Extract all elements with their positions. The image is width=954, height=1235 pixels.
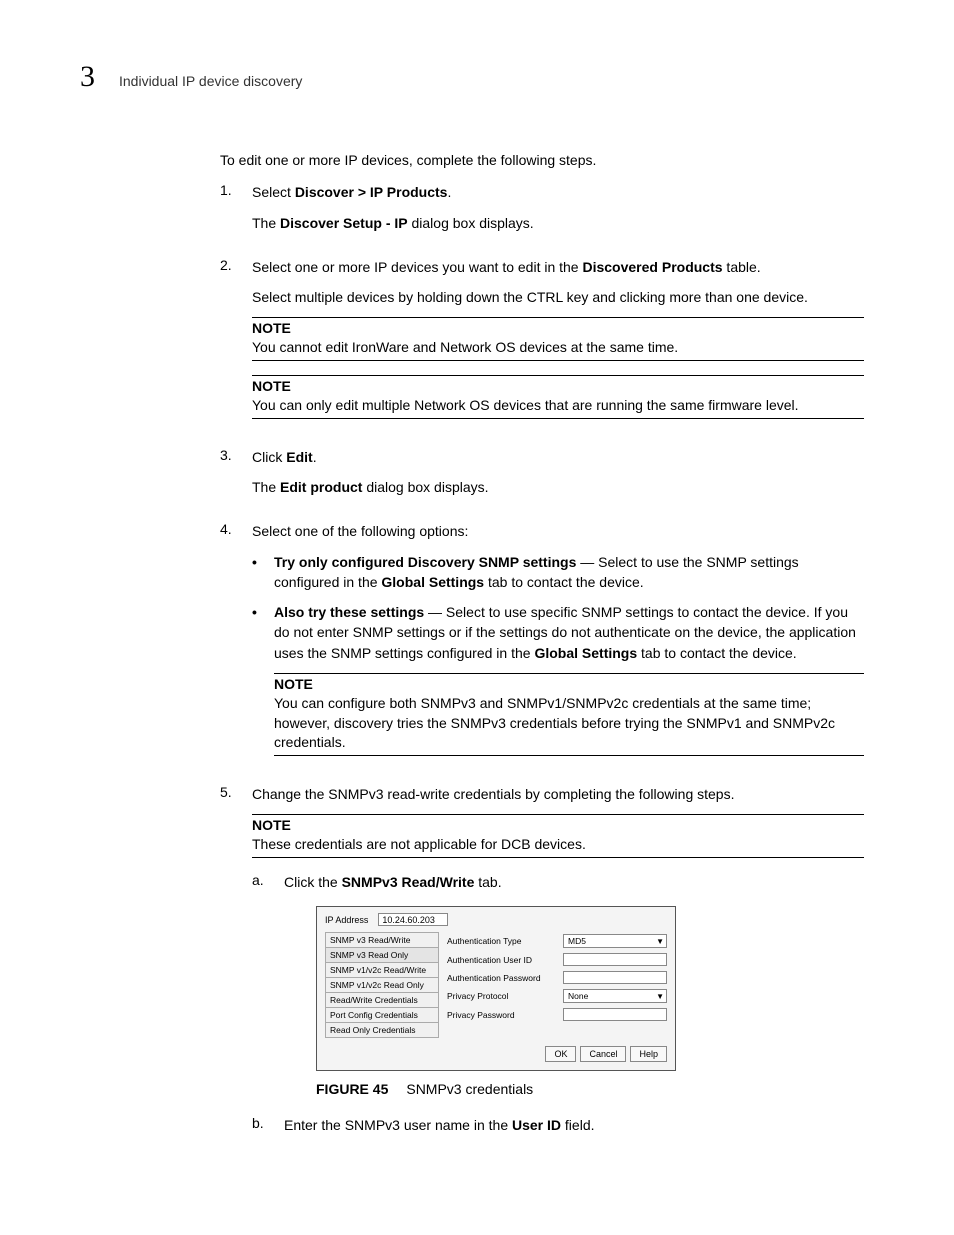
bullet-list: •Try only configured Discovery SNMP sett… bbox=[252, 552, 864, 663]
step-number: 4. bbox=[220, 521, 240, 770]
step-item: 5. Change the SNMPv3 read-write credentia… bbox=[220, 784, 864, 1157]
form-select[interactable]: MD5▼ bbox=[563, 934, 667, 948]
figure-caption: FIGURE 45SNMPv3 credentials bbox=[316, 1081, 676, 1097]
tabs-list: SNMP v3 Read/WriteSNMP v3 Read OnlySNMP … bbox=[325, 932, 439, 1038]
note-label: NOTE bbox=[274, 676, 864, 692]
step-text: Select one or more IP devices you want t… bbox=[252, 257, 864, 277]
note-block: NOTE You can only edit multiple Network O… bbox=[252, 375, 864, 419]
bullet-icon: • bbox=[252, 602, 264, 663]
note-label: NOTE bbox=[252, 320, 864, 336]
note-block: NOTE These credentials are not applicable… bbox=[252, 814, 864, 858]
step-number: 2. bbox=[220, 257, 240, 433]
page: 3 Individual IP device discovery To edit… bbox=[0, 0, 954, 1231]
step-body: Select Discover > IP Products. The Discov… bbox=[252, 182, 864, 243]
note-text: You can configure both SNMPv3 and SNMPv1… bbox=[274, 694, 864, 753]
note-text: These credentials are not applicable for… bbox=[252, 835, 864, 855]
form-label: Privacy Protocol bbox=[447, 991, 557, 1001]
note-text: You cannot edit IronWare and Network OS … bbox=[252, 338, 864, 358]
tab-item[interactable]: SNMP v1/v2c Read Only bbox=[325, 977, 439, 992]
note-label: NOTE bbox=[252, 378, 864, 394]
help-button[interactable]: Help bbox=[630, 1046, 667, 1062]
steps-list: 1. Select Discover > IP Products. The Disc… bbox=[220, 182, 864, 1157]
tab-item[interactable]: Port Config Credentials bbox=[325, 1007, 439, 1022]
bullet-icon: • bbox=[252, 552, 264, 593]
tab-item[interactable]: SNMP v3 Read Only bbox=[325, 947, 439, 962]
figure: IP Address 10.24.60.203 SNMP v3 Read/Write… bbox=[316, 906, 676, 1097]
substep-letter: a. bbox=[252, 872, 274, 1103]
tab-item[interactable]: Read Only Credentials bbox=[325, 1022, 439, 1038]
step-text: The Discover Setup - IP dialog box displ… bbox=[252, 213, 864, 233]
intro-text: To edit one or more IP devices, complete… bbox=[220, 150, 864, 170]
ip-address-input[interactable]: 10.24.60.203 bbox=[378, 913, 448, 926]
note-text: You can only edit multiple Network OS de… bbox=[252, 396, 864, 416]
form-area: Authentication Type MD5▼ Authentication Us… bbox=[445, 932, 667, 1038]
step-text: Select Discover > IP Products. bbox=[252, 182, 864, 202]
step-text: Click Edit. bbox=[252, 447, 864, 467]
form-label: Authentication Password bbox=[447, 973, 557, 983]
substep-letter: b. bbox=[252, 1115, 274, 1145]
cancel-button[interactable]: Cancel bbox=[580, 1046, 626, 1062]
step-body: Select one of the following options: •Try… bbox=[252, 521, 864, 770]
tab-item[interactable]: SNMP v3 Read/Write bbox=[325, 932, 439, 947]
substep-item: b. Enter the SNMPv3 user name in the User… bbox=[252, 1115, 864, 1145]
bullet-item: •Also try these settings — Select to use… bbox=[252, 602, 864, 663]
step-item: 2. Select one or more IP devices you want… bbox=[220, 257, 864, 433]
step-item: 1. Select Discover > IP Products. The Disc… bbox=[220, 182, 864, 243]
header-title: Individual IP device discovery bbox=[119, 73, 302, 89]
bullet-item: •Try only configured Discovery SNMP sett… bbox=[252, 552, 864, 593]
form-label: Authentication User ID bbox=[447, 955, 557, 965]
form-label: Authentication Type bbox=[447, 936, 557, 946]
form-select[interactable]: None▼ bbox=[563, 989, 667, 1003]
step-text: Select one of the following options: bbox=[252, 521, 864, 541]
substeps-list: a. Click the SNMPv3 Read/Write tab. IP Add… bbox=[252, 872, 864, 1146]
form-input[interactable] bbox=[563, 971, 667, 984]
step-item: 4. Select one of the following options: •T… bbox=[220, 521, 864, 770]
step-item: 3. Click Edit. The Edit product dialog box… bbox=[220, 447, 864, 508]
tab-item[interactable]: Read/Write Credentials bbox=[325, 992, 439, 1007]
substep-text: Click the SNMPv3 Read/Write tab. bbox=[284, 872, 864, 892]
step-body: Select one or more IP devices you want t… bbox=[252, 257, 864, 433]
step-text: Select multiple devices by holding down … bbox=[252, 287, 864, 307]
step-number: 5. bbox=[220, 784, 240, 1157]
step-number: 3. bbox=[220, 447, 240, 508]
dialog-box: IP Address 10.24.60.203 SNMP v3 Read/Write… bbox=[316, 906, 676, 1071]
ip-address-label: IP Address bbox=[325, 915, 368, 925]
note-label: NOTE bbox=[252, 817, 864, 833]
step-body: Click Edit. The Edit product dialog box d… bbox=[252, 447, 864, 508]
form-label: Privacy Password bbox=[447, 1010, 557, 1020]
step-body: Change the SNMPv3 read-write credentials… bbox=[252, 784, 864, 1157]
chevron-down-icon: ▼ bbox=[656, 992, 664, 1001]
tab-item[interactable]: SNMP v1/v2c Read/Write bbox=[325, 962, 439, 977]
content-body: To edit one or more IP devices, complete… bbox=[220, 150, 864, 1157]
page-header: 3 Individual IP device discovery bbox=[80, 60, 864, 94]
note-block: NOTE You can configure both SNMPv3 and SN… bbox=[274, 673, 864, 756]
substep-item: a. Click the SNMPv3 Read/Write tab. IP Add… bbox=[252, 872, 864, 1103]
step-text: The Edit product dialog box displays. bbox=[252, 477, 864, 497]
form-input[interactable] bbox=[563, 1008, 667, 1021]
form-input[interactable] bbox=[563, 953, 667, 966]
chevron-down-icon: ▼ bbox=[656, 937, 664, 946]
note-block: NOTE You cannot edit IronWare and Network… bbox=[252, 317, 864, 361]
chapter-number: 3 bbox=[80, 60, 95, 94]
step-number: 1. bbox=[220, 182, 240, 243]
ok-button[interactable]: OK bbox=[545, 1046, 576, 1062]
substep-text: Enter the SNMPv3 user name in the User I… bbox=[284, 1115, 864, 1135]
step-text: Change the SNMPv3 read-write credentials… bbox=[252, 784, 864, 804]
